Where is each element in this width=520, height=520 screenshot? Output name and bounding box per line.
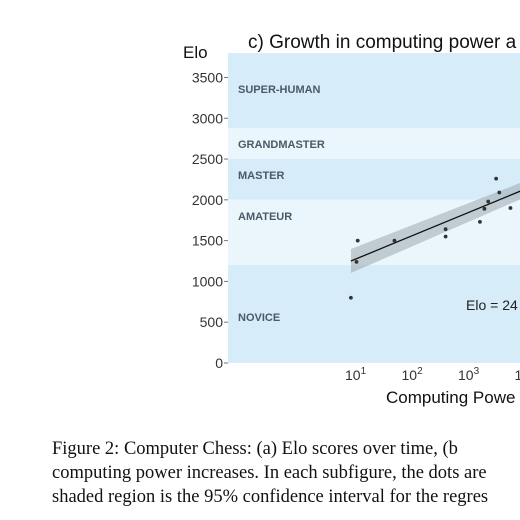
x-tick-label: 1 (515, 367, 520, 383)
zone-label: NOVICE (238, 312, 280, 324)
x-tick-label: 101 (345, 366, 367, 383)
confidence-band (350, 183, 520, 274)
zone-band (228, 159, 520, 200)
zone-band (228, 265, 520, 363)
y-axis-ticks: 0 500 1000 1500 2000 2500 3000 3500 (192, 69, 228, 371)
zone-label: MASTER (238, 170, 285, 182)
y-tick-label: 3000 (192, 110, 223, 126)
y-tick-label: 2000 (192, 192, 223, 208)
chart-figure: SUPER-HUMAN GRANDMASTER MASTER AMATEUR NOVIC… (183, 32, 520, 407)
data-points (349, 176, 513, 300)
regression-annotation: Elo = 24 (466, 297, 518, 313)
y-tick-label: 1000 (192, 273, 223, 289)
data-point (494, 176, 499, 181)
data-point (478, 219, 482, 224)
figure-caption: Figure 2: Computer Chess: (a) Elo scores… (52, 437, 520, 509)
data-point (443, 234, 448, 239)
y-tick-label: 500 (200, 314, 224, 330)
data-point (392, 238, 397, 243)
confidence-interval (350, 183, 520, 274)
zone-labels: SUPER-HUMAN GRANDMASTER MASTER AMATEUR NOVIC… (238, 84, 325, 324)
regression-line (350, 190, 520, 262)
x-tick-label: 103 (458, 366, 480, 383)
y-tick-label: 1500 (192, 233, 223, 249)
data-point (497, 190, 502, 195)
y-axis-label: Elo (183, 43, 208, 62)
zone-band (228, 128, 520, 160)
data-point (349, 295, 353, 300)
y-tick-label: 0 (215, 355, 223, 371)
y-tick-label: 2500 (192, 151, 223, 167)
zone-label: SUPER-HUMAN (238, 84, 321, 96)
data-point (486, 199, 491, 204)
chart-title: c) Growth in computing power a (248, 32, 517, 53)
data-point (443, 227, 448, 232)
zone-label: GRANDMASTER (238, 139, 325, 151)
caption-line: shaded region is the 95% confidence inte… (52, 487, 489, 507)
x-axis-ticks: 101 102 103 1 (345, 366, 520, 383)
x-axis-label: Computing Powe (386, 388, 515, 407)
data-point (482, 206, 487, 211)
data-point (354, 259, 359, 264)
caption-line: Figure 2: Computer Chess: (a) Elo scores… (52, 439, 458, 459)
data-point (355, 238, 360, 243)
y-tick-label: 3500 (192, 69, 223, 85)
data-point (508, 206, 513, 210)
x-tick-label: 102 (402, 366, 424, 383)
zone-label: AMATEUR (238, 211, 292, 223)
caption-line: computing power increases. In each subfi… (52, 463, 487, 483)
zone-band (228, 53, 520, 129)
